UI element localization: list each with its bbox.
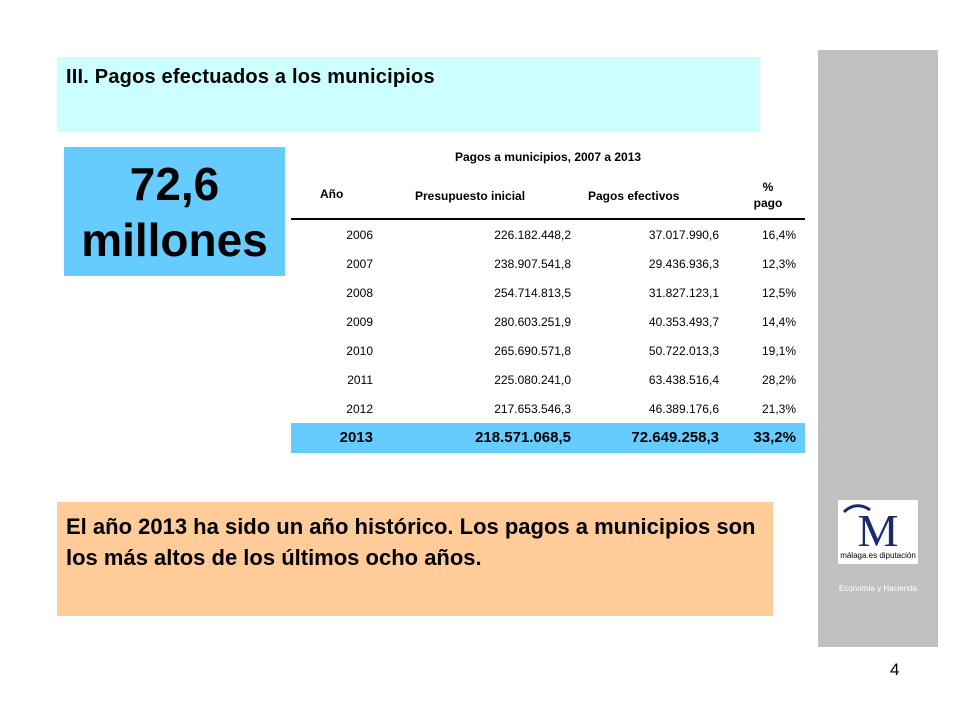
header-payments: Pagos efectivos (588, 189, 680, 203)
table-row: 2012 217.653.546,3 46.389.176,6 21,3% (291, 394, 805, 423)
row-year: 2008 (346, 286, 373, 300)
row-year: 2009 (346, 315, 373, 329)
logo-mark-icon: M (842, 504, 899, 552)
slide-title: III. Pagos efectuados a los municipios (66, 66, 435, 88)
page-number: 4 (890, 660, 900, 679)
table-row: 2007 238.907.541,8 29.436.936,3 12,3% (291, 249, 805, 278)
highlight-box: 72,6 millones (64, 147, 285, 276)
row-payments: 37.017.990,6 (648, 228, 719, 242)
row-budget: 280.603.251,9 (494, 315, 571, 329)
row-year: 2011 (347, 373, 373, 387)
diputacion-logo: M málaga.es diputación (838, 500, 918, 564)
row-pct: 16,4% (761, 228, 796, 242)
row-payments: 29.436.936,3 (648, 257, 719, 271)
row-pct: 14,4% (761, 315, 796, 329)
row-payments: 63.438.516,4 (648, 373, 719, 387)
table-header: Año Presupuesto inicial Pagos efectivos … (291, 171, 805, 220)
header-pct-label: pago (753, 196, 783, 210)
table-body: 2006 226.182.448,2 37.017.990,6 16,4% 2007 23… (291, 220, 805, 423)
row-budget: 217.653.546,3 (494, 402, 571, 416)
row-budget: 265.690.571,8 (494, 344, 571, 358)
total-budget: 218.571.068,5 (475, 429, 571, 446)
row-budget: 238.907.541,8 (494, 257, 571, 271)
table-row: 2008 254.714.813,5 31.827.123,1 12,5% (291, 278, 805, 307)
table-caption: Pagos a municipios, 2007 a 2013 (454, 150, 642, 164)
total-year: 2013 (339, 429, 373, 446)
header-year: Año (320, 187, 344, 201)
row-payments: 40.353.493,7 (648, 315, 719, 329)
logo-text: málaga.es diputación (840, 551, 916, 560)
row-payments: 31.827.123,1 (648, 286, 719, 300)
row-year: 2012 (346, 402, 373, 416)
table-row: 2006 226.182.448,2 37.017.990,6 16,4% (291, 220, 805, 249)
logo-mark: M (858, 505, 899, 552)
row-year: 2006 (346, 228, 373, 242)
highlight-unit: millones (81, 213, 268, 266)
row-pct: 28,2% (761, 373, 796, 387)
total-pct: 33,2% (753, 429, 796, 446)
row-payments: 46.389.176,6 (648, 402, 719, 416)
row-pct: 12,5% (761, 286, 796, 300)
table-row: 2009 280.603.251,9 40.353.493,7 14,4% (291, 307, 805, 336)
row-pct: 19,1% (761, 344, 796, 358)
title-box: III. Pagos efectuados a los municipios (57, 57, 760, 132)
highlight-value: 72,6 (129, 157, 220, 210)
header-pct-symbol: % (762, 180, 774, 194)
table-total-row: 2013 218.571.068,5 72.649.258,3 33,2% (291, 423, 805, 453)
row-pct: 12,3% (761, 257, 796, 271)
row-year: 2007 (346, 257, 373, 271)
row-budget: 254.714.813,5 (494, 286, 571, 300)
table-row: 2011 225.080.241,0 63.438.516,4 28,2% (291, 365, 805, 394)
payments-table: Pagos a municipios, 2007 a 2013 Año Pres… (291, 143, 805, 453)
row-budget: 225.080.241,0 (494, 373, 571, 387)
total-payments: 72.649.258,3 (631, 429, 719, 446)
header-budget: Presupuesto inicial (415, 189, 526, 203)
note-box: El año 2013 ha sido un año histórico. Lo… (57, 502, 773, 616)
row-payments: 50.722.013,3 (648, 344, 719, 358)
table-row: 2010 265.690.571,8 50.722.013,3 19,1% (291, 336, 805, 365)
department-label: Economía y Hacienda (838, 584, 918, 593)
row-budget: 226.182.448,2 (494, 228, 571, 242)
note-text: El año 2013 ha sido un año histórico. Lo… (66, 514, 756, 570)
row-year: 2010 (346, 344, 373, 358)
row-pct: 21,3% (761, 402, 796, 416)
